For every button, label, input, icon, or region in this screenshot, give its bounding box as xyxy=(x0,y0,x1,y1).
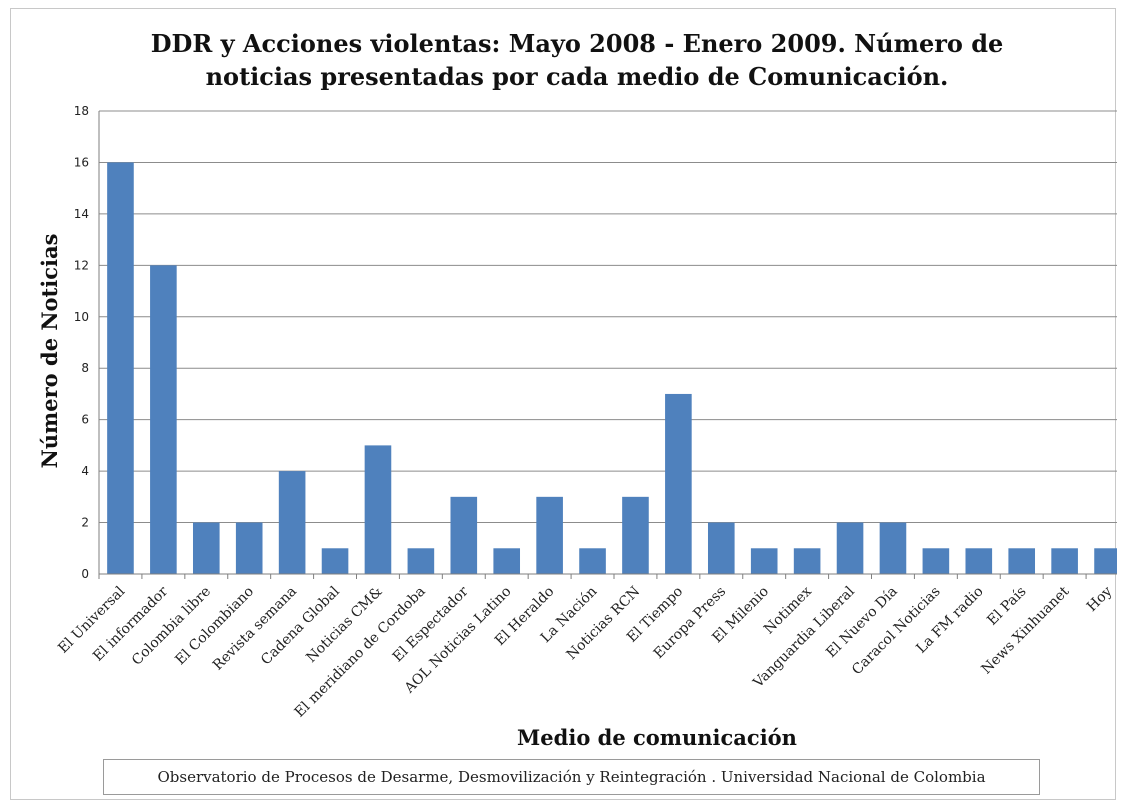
bar xyxy=(707,522,735,574)
bar xyxy=(450,496,478,574)
bar xyxy=(364,445,392,574)
bars xyxy=(107,162,1117,574)
source-note-box: Observatorio de Procesos de Desarme, Des… xyxy=(103,759,1040,795)
y-tick-label: 12 xyxy=(74,258,89,272)
y-tick-label: 0 xyxy=(81,567,89,581)
bar xyxy=(1094,548,1117,574)
x-category-label: El Colombiano xyxy=(172,584,257,669)
bar xyxy=(235,522,263,574)
x-category-label: Noticias RCN xyxy=(564,584,644,664)
axes xyxy=(98,111,1117,579)
bar-chart: DDR y Acciones violentas: Mayo 2008 - En… xyxy=(37,29,1117,750)
y-tick-label: 8 xyxy=(81,361,89,375)
y-tick-label: 10 xyxy=(74,310,89,324)
bar xyxy=(622,496,649,574)
bar xyxy=(1051,548,1078,574)
y-tick-label: 6 xyxy=(81,413,89,427)
bar xyxy=(965,548,993,574)
y-tick-label: 2 xyxy=(81,516,89,530)
x-category-label: Cadena Global xyxy=(258,583,343,668)
x-category-label: Noticias CM& xyxy=(303,584,385,666)
x-axis-title: Medio de comunicación xyxy=(517,725,797,750)
chart-title-line-2: noticias presentadas por cada medio de C… xyxy=(206,62,949,91)
bar xyxy=(278,471,306,574)
chart-frame: DDR y Acciones violentas: Mayo 2008 - En… xyxy=(10,8,1117,800)
x-category-label: El Espectador xyxy=(390,583,472,665)
y-axis-ticks: 0 2 4 6 8 10 12 14 16 18 xyxy=(74,104,89,581)
bar xyxy=(407,548,435,574)
x-category-label: Colombia libre xyxy=(129,584,214,669)
bar xyxy=(922,548,950,574)
bar xyxy=(536,496,563,574)
bar xyxy=(107,162,134,574)
bar xyxy=(192,522,220,574)
bar xyxy=(793,548,821,574)
y-tick-label: 18 xyxy=(74,104,89,118)
bar xyxy=(750,548,778,574)
bar xyxy=(150,265,177,574)
x-category-label: El informador xyxy=(90,583,171,664)
x-category-label: Hoy xyxy=(1084,583,1116,615)
source-note-text: Observatorio de Procesos de Desarme, Des… xyxy=(157,768,986,786)
y-tick-label: 14 xyxy=(74,207,89,221)
y-tick-label: 16 xyxy=(74,155,89,169)
y-tick-label: 4 xyxy=(81,464,89,478)
bar xyxy=(321,548,349,574)
bar xyxy=(879,522,907,574)
bar xyxy=(1008,548,1036,574)
bar xyxy=(493,548,521,574)
gridlines xyxy=(99,110,1117,524)
chart-title-line-1: DDR y Acciones violentas: Mayo 2008 - En… xyxy=(151,29,1004,58)
bar xyxy=(836,522,864,574)
bar xyxy=(665,393,692,574)
bar xyxy=(579,548,606,574)
y-axis-title: Número de Noticias xyxy=(37,234,62,469)
